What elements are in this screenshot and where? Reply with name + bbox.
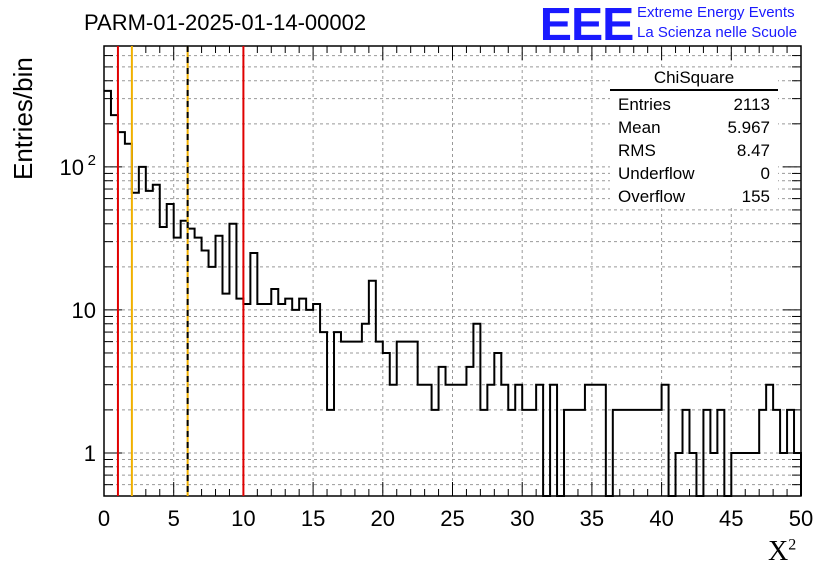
- stats-row-mean: Mean 5.967: [618, 118, 770, 137]
- y-tick-label: 10: [60, 155, 84, 180]
- stats-row-rms: RMS 8.47: [618, 141, 770, 160]
- stats-title: ChiSquare: [610, 68, 778, 91]
- x-tick-label: 50: [789, 506, 813, 531]
- logo-line-1: Extreme Energy Events: [637, 4, 795, 21]
- stats-row-entries: Entries 2113: [618, 95, 770, 114]
- y-tick-label: 1: [84, 441, 96, 466]
- x-tick-label: 25: [440, 506, 464, 531]
- x-axis-label: X2: [768, 536, 797, 567]
- x-tick-label: 5: [168, 506, 180, 531]
- x-tick-label: 45: [719, 506, 743, 531]
- x-tick-label: 15: [301, 506, 325, 531]
- stats-row-overflow: Overflow 155: [618, 187, 770, 206]
- stats-box: ChiSquare Entries 2113 Mean 5.967 RMS 8.47 …: [610, 68, 778, 208]
- x-tick-label: 30: [510, 506, 534, 531]
- x-tick-label: 0: [98, 506, 110, 531]
- y-tick-label: 10: [72, 298, 96, 323]
- chart-title: PARM-01-2025-01-14-00002: [84, 10, 367, 35]
- x-tick-label: 20: [371, 506, 395, 531]
- eee-logo: EEE: [539, 0, 635, 50]
- x-tick-label: 40: [649, 506, 673, 531]
- y-axis-label: Entries/bin: [8, 57, 38, 180]
- x-tick-label: 10: [231, 506, 255, 531]
- histogram-line: [104, 89, 802, 497]
- logo-line-2: La Scienza nelle Scuole: [637, 24, 798, 41]
- y-tick-label-exponent: 2: [88, 152, 96, 169]
- stats-row-underflow: Underflow 0: [618, 164, 770, 183]
- x-tick-label: 35: [580, 506, 604, 531]
